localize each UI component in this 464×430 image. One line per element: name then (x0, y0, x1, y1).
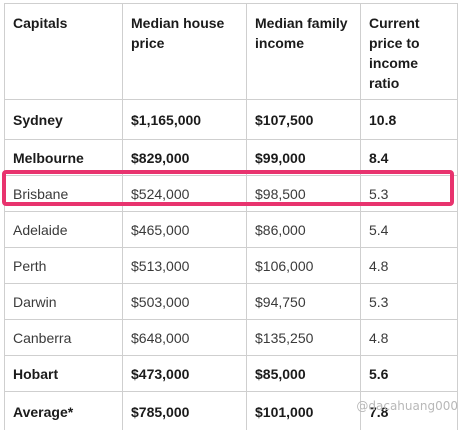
watermark-text: @dacahuang000 (356, 399, 458, 413)
cell-income: $107,500 (246, 99, 361, 140)
cell-city: Perth (4, 247, 123, 284)
cell-city: Sydney (4, 99, 123, 140)
cell-income: $99,000 (246, 139, 361, 176)
table-row-sydney: Sydney $1,165,000 $107,500 10.8 (4, 99, 458, 140)
cell-city: Adelaide (4, 211, 123, 248)
cell-city: Canberra (4, 319, 123, 356)
cell-income: $135,250 (246, 319, 361, 356)
table-row-melbourne: Melbourne $829,000 $99,000 8.4 (4, 139, 458, 176)
cell-price: $785,000 (122, 391, 247, 430)
cell-income: $86,000 (246, 211, 361, 248)
cell-ratio: 7.8 (360, 391, 458, 430)
house-price-table-container: Capitals Median house price Median famil… (4, 3, 458, 430)
table-row-brisbane: Brisbane $524,000 $98,500 5.3 (4, 175, 458, 212)
cell-income: $101,000 (246, 391, 361, 430)
house-price-income-table: Capitals Median house price Median famil… (4, 3, 458, 430)
cell-price: $465,000 (122, 211, 247, 248)
cell-ratio: 5.3 (360, 283, 458, 320)
cell-ratio: 4.8 (360, 247, 458, 284)
cell-city: Hobart (4, 355, 123, 392)
cell-city: Average* (4, 391, 123, 430)
cell-price: $513,000 (122, 247, 247, 284)
cell-income: $85,000 (246, 355, 361, 392)
cell-city: Darwin (4, 283, 123, 320)
header-capitals: Capitals (4, 3, 123, 100)
cell-income: $98,500 (246, 175, 361, 212)
table-header-row: Capitals Median house price Median famil… (4, 3, 458, 100)
table-row-darwin: Darwin $503,000 $94,750 5.3 (4, 283, 458, 320)
table-row-adelaide: Adelaide $465,000 $86,000 5.4 (4, 211, 458, 248)
table-row-canberra: Canberra $648,000 $135,250 4.8 (4, 319, 458, 356)
cell-price: $524,000 (122, 175, 247, 212)
cell-city: Brisbane (4, 175, 123, 212)
cell-price: $473,000 (122, 355, 247, 392)
table-row-perth: Perth $513,000 $106,000 4.8 (4, 247, 458, 284)
cell-price: $503,000 (122, 283, 247, 320)
cell-ratio: 5.6 (360, 355, 458, 392)
cell-ratio: 8.4 (360, 139, 458, 176)
cell-price: $829,000 (122, 139, 247, 176)
cell-ratio: 5.3 (360, 175, 458, 212)
cell-ratio: 5.4 (360, 211, 458, 248)
header-price-to-income-ratio: Current price to income ratio (360, 3, 458, 100)
header-median-house-price: Median house price (122, 3, 247, 100)
cell-price: $1,165,000 (122, 99, 247, 140)
header-median-family-income: Median family income (246, 3, 361, 100)
table-row-hobart: Hobart $473,000 $85,000 5.6 (4, 355, 458, 392)
cell-price: $648,000 (122, 319, 247, 356)
cell-income: $106,000 (246, 247, 361, 284)
table-row-average: Average* $785,000 $101,000 7.8 (4, 391, 458, 430)
cell-ratio: 4.8 (360, 319, 458, 356)
cell-income: $94,750 (246, 283, 361, 320)
cell-ratio: 10.8 (360, 99, 458, 140)
cell-city: Melbourne (4, 139, 123, 176)
